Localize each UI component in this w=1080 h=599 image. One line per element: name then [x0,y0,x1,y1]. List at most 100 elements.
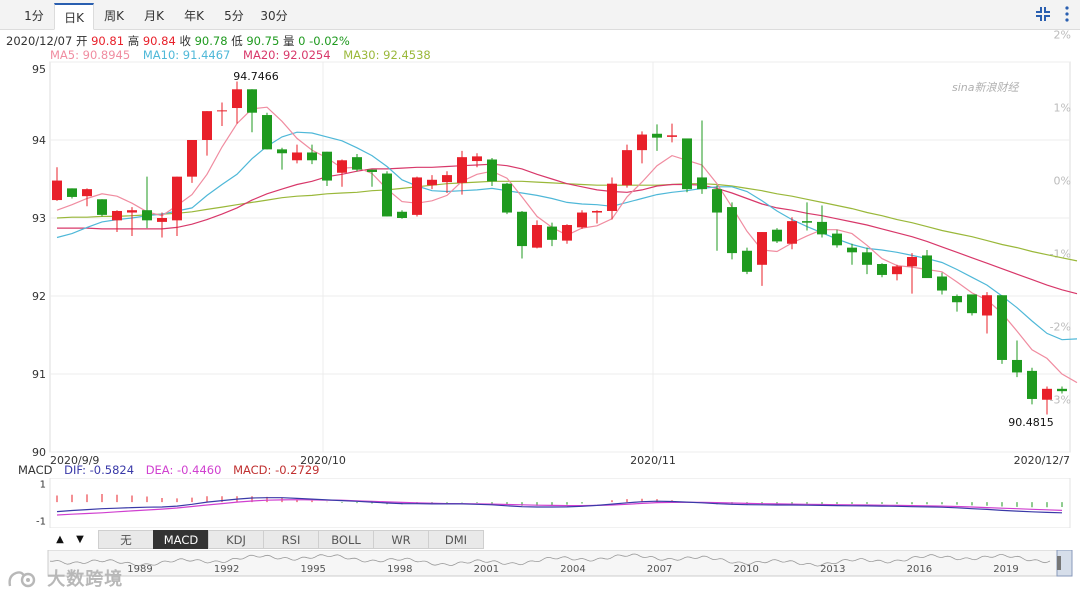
candle-body [112,210,122,221]
candle-body [817,221,827,235]
navigator-year-label: 2019 [993,564,1018,575]
indicator-tab-dmi[interactable]: DMI [428,530,484,549]
arrow-up-icon[interactable]: ▲ [56,534,64,545]
tab-5min[interactable]: 5分 [224,9,244,23]
menu-icon[interactable] [1060,5,1074,23]
indicator-tab-macd[interactable]: MACD [153,530,209,549]
collapse-icon[interactable] [1034,5,1052,23]
candle-body [472,156,482,162]
candle-body [217,110,227,112]
macd-dea-label: DEA: -0.4460 [145,463,222,477]
candle-body [1042,388,1052,400]
candle-body [682,138,692,190]
candle-body [247,89,257,113]
watermark-icon [8,571,36,588]
pct-tick-label: -2% [1050,320,1071,333]
candle-body [802,221,812,223]
navigator-year-label: 2016 [907,564,932,575]
candle-body [52,180,62,201]
info-low: 90.75 [246,34,280,48]
indicator-tab-boll[interactable]: BOLL [318,530,374,549]
macd-dea-line [56,499,1063,516]
info-high: 90.84 [142,34,176,48]
indicator-tab-none[interactable]: 无 [98,530,154,549]
candle-body [967,294,977,314]
candle-body [652,133,662,138]
navigator-year-label: 1992 [214,564,239,575]
macd-legend: MACD DIF: -0.5824 DEA: -0.4460 MACD: -0.… [18,463,327,477]
ma20-line [57,163,1078,295]
tab-1min[interactable]: 1分 [24,9,44,23]
ohlc-info-line: 2020/12/07 开 90.81 高 90.84 收 90.78 低 90.… [6,33,350,49]
tab-30min[interactable]: 30分 [260,9,288,23]
watermark-text: 大数跨境 [47,569,124,590]
indicator-tab-bar: ▲ ▼ 无 MACD KDJ RSI BOLL WR DMI [48,530,488,549]
info-high-label: 高 [127,34,140,48]
candle-body [67,188,77,197]
ma5-line [56,106,1078,384]
pct-tick-label: -1% [1050,247,1071,260]
candle-body [337,160,347,173]
candle-body [322,151,332,181]
candle-body [202,111,212,140]
info-vol: 0 [298,34,306,48]
macd-chart[interactable]: 1 -1 [0,478,1080,528]
candle-body [997,295,1007,360]
candle-body [532,225,542,248]
navigator-year-label: 1989 [127,564,152,575]
candle-body [832,233,842,246]
y-tick-label: 90 [32,446,46,459]
tab-daily-k[interactable]: 日K [54,3,94,30]
indicator-tab-rsi[interactable]: RSI [263,530,319,549]
candle-body [397,211,407,218]
candle-body [157,218,167,222]
candle-body [637,134,647,151]
navigator-year-label: 1998 [387,564,412,575]
indicator-tab-kdj[interactable]: KDJ [208,530,264,549]
candlestick-chart[interactable]: 95 94 93 92 91 90 2% 1% 0% -1% -2% -3% 2020/9/9 2020/… [0,0,1080,470]
y-tick-label: 92 [32,290,46,303]
candle-body [622,150,632,186]
ma30-label: MA30: 92.4538 [343,48,431,62]
arrow-down-icon[interactable]: ▼ [76,534,84,545]
candle-body [847,247,857,253]
candle-body [292,152,302,161]
indicator-tab-wr[interactable]: WR [373,530,429,549]
candle-body [187,140,197,177]
ma20-label: MA20: 92.0254 [243,48,331,62]
candle-body [547,226,557,240]
min-annotation: 90.4815 [1008,416,1054,429]
ma10-label: MA10: 91.4467 [142,48,231,62]
macd-tick-label: 1 [40,480,46,491]
macd-tick-label: -1 [36,516,46,527]
navigator-year-label: 1995 [300,564,325,575]
sina-finance-logo: sina新浪财经 [952,81,1019,94]
macd-frame [49,478,1071,528]
tab-yearly-k[interactable]: 年K [184,9,204,23]
candle-body [757,232,767,265]
candle-body [592,210,602,213]
tab-weekly-k[interactable]: 周K [104,9,124,23]
candle-body [502,183,512,213]
x-tick-label: 2020/12/7 [1014,454,1070,467]
candle-body [352,157,362,170]
candle-body [262,115,272,150]
y-tick-label: 94 [32,134,46,147]
candle-body [142,210,152,221]
info-change: -0.02% [309,34,350,48]
candle-body [607,183,617,211]
candle-body [367,169,377,172]
navigator-year-label: 2004 [560,564,585,575]
candle-body [442,175,452,183]
range-navigator[interactable]: 1989 1992 1995 1998 2001 2004 2007 2010 2013 2016… [0,550,1080,577]
pct-tick-label: 0% [1054,175,1071,188]
candle-body [277,149,287,154]
candle-body [907,257,917,267]
candle-body [517,211,527,247]
candle-body [937,276,947,291]
info-open-label: 开 [75,34,88,48]
macd-dif-line [56,497,1063,514]
candle-body [982,295,992,316]
tab-monthly-k[interactable]: 月K [144,9,164,23]
candle-body [697,177,707,190]
